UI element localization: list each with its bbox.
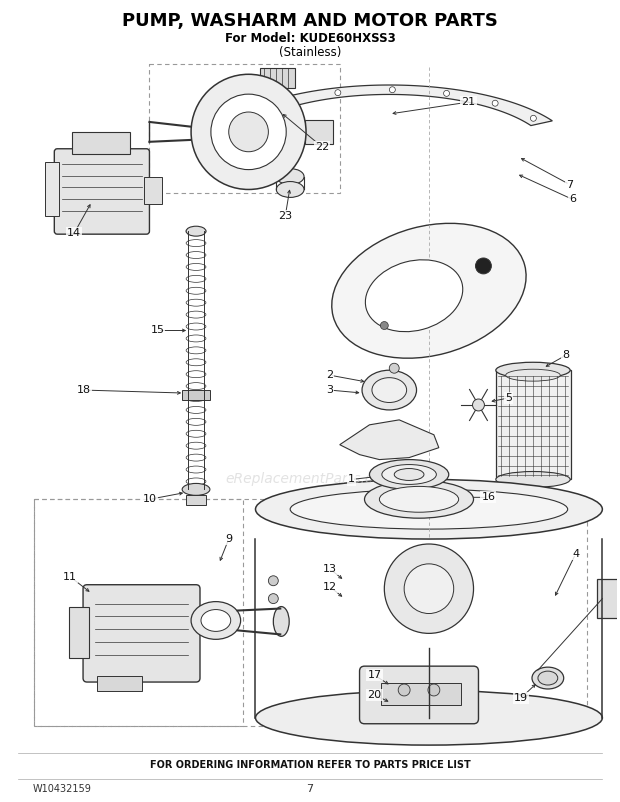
FancyBboxPatch shape	[55, 148, 149, 234]
Ellipse shape	[277, 181, 304, 197]
Circle shape	[285, 99, 291, 105]
Text: PUMP, WASHARM AND MOTOR PARTS: PUMP, WASHARM AND MOTOR PARTS	[122, 12, 498, 30]
Ellipse shape	[362, 371, 417, 410]
Circle shape	[229, 112, 268, 152]
Ellipse shape	[365, 480, 474, 518]
Bar	[45, 162, 60, 217]
Text: 9: 9	[225, 534, 232, 544]
Ellipse shape	[290, 489, 568, 529]
Bar	[35, 500, 242, 726]
Circle shape	[211, 94, 286, 169]
Ellipse shape	[496, 472, 570, 488]
Text: W10432159: W10432159	[32, 784, 91, 794]
Ellipse shape	[496, 363, 570, 379]
Text: 22: 22	[315, 142, 329, 152]
Circle shape	[389, 363, 399, 373]
Bar	[144, 176, 162, 205]
Ellipse shape	[191, 602, 241, 639]
Text: 3: 3	[326, 385, 334, 395]
Text: 6: 6	[569, 194, 576, 205]
Text: 16: 16	[481, 492, 495, 502]
Circle shape	[476, 258, 492, 274]
Text: 20: 20	[368, 690, 381, 700]
Bar	[72, 132, 130, 154]
Ellipse shape	[372, 378, 407, 403]
Circle shape	[384, 544, 474, 634]
Ellipse shape	[182, 484, 210, 496]
Text: FOR ORDERING INFORMATION REFER TO PARTS PRICE LIST: FOR ORDERING INFORMATION REFER TO PARTS …	[149, 760, 471, 771]
Ellipse shape	[370, 460, 449, 489]
Bar	[497, 371, 570, 480]
Text: 13: 13	[323, 564, 337, 573]
Text: 23: 23	[278, 211, 292, 221]
Circle shape	[268, 576, 278, 585]
Text: eReplacementParts.com: eReplacementParts.com	[225, 472, 395, 487]
Ellipse shape	[273, 606, 289, 636]
Ellipse shape	[506, 369, 560, 381]
Bar	[186, 496, 206, 505]
Text: 17: 17	[368, 670, 381, 680]
Ellipse shape	[201, 610, 231, 631]
Circle shape	[530, 115, 536, 121]
Circle shape	[404, 564, 454, 614]
Ellipse shape	[255, 691, 603, 745]
Bar	[97, 676, 141, 691]
Ellipse shape	[186, 226, 206, 236]
Ellipse shape	[532, 667, 564, 689]
Ellipse shape	[332, 223, 526, 358]
Text: 12: 12	[323, 581, 337, 592]
Bar	[182, 390, 210, 400]
Text: 1: 1	[348, 475, 355, 484]
Text: 10: 10	[143, 494, 156, 504]
Text: 11: 11	[63, 572, 77, 581]
Circle shape	[335, 90, 341, 95]
FancyBboxPatch shape	[360, 666, 479, 723]
Bar	[381, 683, 461, 705]
Ellipse shape	[379, 486, 459, 512]
Polygon shape	[340, 420, 439, 460]
Ellipse shape	[538, 671, 558, 685]
Text: 8: 8	[562, 350, 569, 360]
Circle shape	[472, 399, 484, 411]
Ellipse shape	[382, 464, 436, 484]
Bar	[69, 606, 89, 658]
Text: (Stainless): (Stainless)	[279, 46, 341, 59]
Ellipse shape	[255, 480, 603, 539]
Text: 21: 21	[461, 97, 476, 107]
Text: 7: 7	[306, 784, 314, 794]
Circle shape	[398, 684, 410, 696]
Text: 4: 4	[572, 549, 579, 559]
Ellipse shape	[365, 260, 463, 332]
Text: For Model: KUDE60HXSS3: For Model: KUDE60HXSS3	[224, 32, 396, 45]
Ellipse shape	[277, 168, 304, 184]
Polygon shape	[245, 85, 552, 126]
Circle shape	[492, 100, 498, 106]
Text: 19: 19	[514, 693, 528, 703]
Bar	[598, 579, 620, 618]
Text: 2: 2	[326, 371, 334, 380]
Circle shape	[389, 87, 396, 93]
Circle shape	[380, 322, 388, 330]
Bar	[35, 500, 588, 726]
Text: 7: 7	[566, 180, 574, 189]
Text: 18: 18	[77, 385, 91, 395]
Circle shape	[428, 684, 440, 696]
Bar	[260, 68, 295, 88]
Text: 15: 15	[151, 326, 164, 335]
Circle shape	[443, 91, 449, 96]
Ellipse shape	[394, 468, 424, 480]
Text: 14: 14	[67, 229, 81, 238]
Circle shape	[191, 75, 306, 189]
Bar	[305, 120, 333, 144]
FancyBboxPatch shape	[83, 585, 200, 682]
Text: 5: 5	[505, 393, 511, 403]
Bar	[149, 64, 340, 193]
Circle shape	[268, 593, 278, 604]
